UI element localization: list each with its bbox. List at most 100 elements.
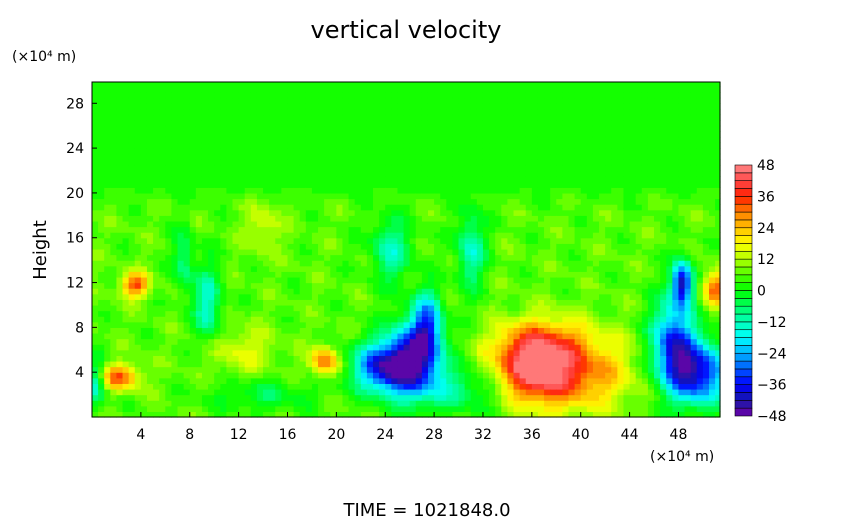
heatmap-cell — [409, 276, 417, 284]
heatmap-cell — [153, 220, 160, 228]
heatmap-cell — [464, 103, 472, 110]
heatmap-cell — [244, 215, 252, 222]
heatmap-cell — [287, 254, 295, 261]
heatmap-cell — [452, 265, 460, 272]
heatmap-cell — [263, 310, 270, 317]
heatmap-cell — [354, 215, 362, 222]
heatmap-cell — [446, 405, 454, 412]
heatmap-cell — [305, 394, 313, 401]
heatmap-cell — [354, 360, 362, 368]
heatmap-cell — [159, 372, 166, 379]
heatmap-cell — [299, 405, 307, 412]
heatmap-cell — [501, 92, 509, 99]
heatmap-cell — [403, 232, 411, 239]
heatmap-cell — [183, 131, 191, 138]
heatmap-cell — [159, 220, 166, 228]
heatmap-cell — [507, 383, 515, 390]
heatmap-cell — [586, 209, 594, 216]
heatmap-cell — [226, 338, 234, 345]
heatmap-cell — [171, 271, 179, 278]
heatmap-cell — [189, 355, 197, 362]
heatmap-cell — [336, 293, 344, 300]
heatmap-cell — [189, 131, 197, 138]
heatmap-cell — [269, 360, 276, 368]
heatmap-cell — [580, 142, 588, 149]
heatmap-cell — [537, 209, 545, 216]
heatmap-cell — [531, 344, 539, 351]
heatmap-cell — [348, 97, 356, 104]
heatmap-cell — [256, 226, 264, 233]
heatmap-cell — [220, 209, 227, 216]
heatmap-cell — [427, 316, 435, 323]
heatmap-cell — [513, 187, 521, 194]
heatmap-cell — [183, 372, 191, 379]
heatmap-cell — [470, 282, 478, 289]
heatmap-cell — [409, 82, 417, 88]
heatmap-cell — [574, 226, 582, 233]
heatmap-cell — [562, 237, 570, 244]
heatmap-cell — [250, 215, 258, 222]
heatmap-cell — [250, 366, 258, 373]
heatmap-cell — [305, 304, 313, 312]
heatmap-cell — [195, 321, 203, 328]
heatmap-cell — [525, 97, 533, 104]
heatmap-cell — [556, 192, 563, 200]
heatmap-cell — [440, 164, 447, 172]
heatmap-cell — [110, 394, 118, 401]
heatmap-cell — [452, 108, 460, 116]
heatmap-cell — [379, 170, 386, 177]
heatmap-cell — [134, 260, 142, 267]
heatmap-cell — [128, 243, 136, 250]
heatmap-cell — [397, 97, 405, 104]
heatmap-cell — [324, 153, 331, 160]
heatmap-cell — [311, 344, 319, 351]
heatmap-cell — [250, 248, 258, 256]
heatmap-cell — [495, 304, 502, 312]
heatmap-cell — [434, 377, 441, 384]
heatmap-cell — [153, 394, 160, 401]
heatmap-cell — [562, 198, 570, 205]
heatmap-cell — [537, 204, 545, 211]
heatmap-cell — [495, 288, 502, 295]
heatmap-cell — [311, 260, 319, 267]
heatmap-cell — [220, 405, 227, 412]
heatmap-cell — [586, 383, 594, 390]
heatmap-cell — [98, 97, 105, 104]
heatmap-cell — [226, 383, 234, 390]
heatmap-cell — [250, 243, 258, 250]
heatmap-cell — [201, 366, 209, 373]
heatmap-cell — [214, 394, 221, 401]
heatmap-cell — [531, 377, 539, 384]
heatmap-cell — [476, 243, 484, 250]
heatmap-cell — [452, 299, 460, 306]
heatmap-cell — [440, 108, 447, 116]
heatmap-cell — [421, 254, 429, 261]
heatmap-cell — [519, 332, 527, 340]
heatmap-cell — [519, 405, 527, 412]
heatmap-cell — [391, 372, 399, 379]
heatmap-cell — [318, 327, 325, 334]
heatmap-cell — [592, 327, 600, 334]
heatmap-cell — [489, 400, 496, 407]
heatmap-cell — [92, 310, 99, 317]
heatmap-cell — [519, 181, 527, 188]
heatmap-cell — [98, 136, 105, 144]
heatmap-cell — [556, 400, 563, 407]
heatmap-cell — [293, 310, 301, 317]
heatmap-cell — [275, 86, 282, 93]
heatmap-cell — [580, 232, 588, 239]
heatmap-cell — [446, 215, 454, 222]
heatmap-cell — [550, 120, 557, 127]
heatmap-cell — [299, 349, 307, 356]
heatmap-cell — [275, 120, 282, 127]
heatmap-cell — [403, 108, 411, 116]
heatmap-cell — [452, 248, 460, 256]
heatmap-cell — [311, 108, 319, 116]
heatmap-cell — [391, 321, 399, 328]
heatmap-cell — [464, 198, 472, 205]
heatmap-cell — [476, 125, 484, 132]
heatmap-cell — [440, 237, 447, 244]
heatmap-cell — [562, 192, 570, 200]
heatmap-cell — [116, 125, 124, 132]
heatmap-cell — [348, 293, 356, 300]
